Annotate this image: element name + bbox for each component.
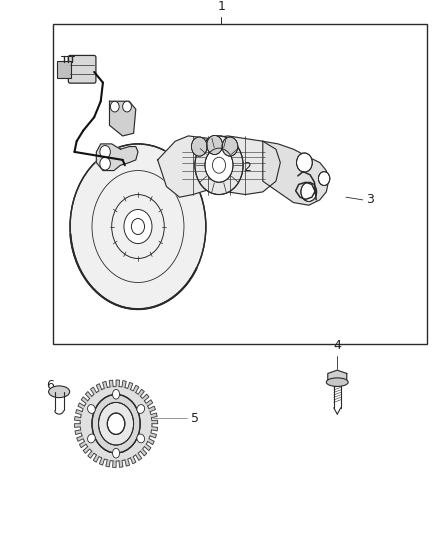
Polygon shape (150, 430, 156, 438)
Circle shape (92, 394, 140, 453)
Polygon shape (263, 141, 328, 205)
Ellipse shape (326, 378, 348, 386)
Circle shape (70, 144, 206, 309)
Polygon shape (158, 136, 280, 197)
Polygon shape (131, 455, 136, 464)
FancyBboxPatch shape (53, 24, 427, 344)
Polygon shape (136, 389, 144, 396)
Polygon shape (125, 382, 133, 390)
Ellipse shape (113, 390, 120, 399)
Circle shape (191, 137, 207, 156)
Polygon shape (152, 424, 158, 431)
Circle shape (99, 402, 134, 445)
FancyBboxPatch shape (57, 61, 71, 78)
Polygon shape (145, 441, 151, 450)
Polygon shape (102, 382, 107, 390)
Text: 1: 1 (217, 1, 225, 13)
Text: 4: 4 (333, 339, 341, 352)
Polygon shape (74, 417, 81, 424)
Polygon shape (119, 460, 125, 467)
Circle shape (318, 172, 330, 185)
Polygon shape (85, 392, 92, 401)
Polygon shape (96, 144, 138, 171)
Polygon shape (125, 458, 131, 466)
FancyBboxPatch shape (68, 55, 96, 83)
Polygon shape (110, 101, 136, 136)
Polygon shape (93, 455, 102, 462)
Polygon shape (78, 403, 85, 411)
Ellipse shape (113, 448, 120, 458)
Polygon shape (141, 447, 147, 456)
Circle shape (124, 209, 152, 244)
Polygon shape (152, 417, 158, 424)
Circle shape (100, 157, 110, 170)
Circle shape (205, 148, 233, 182)
Polygon shape (88, 451, 96, 458)
Text: 5: 5 (191, 412, 198, 425)
Polygon shape (99, 458, 107, 465)
Polygon shape (83, 447, 92, 454)
Polygon shape (328, 370, 347, 384)
Polygon shape (96, 384, 102, 392)
Ellipse shape (137, 434, 145, 443)
Text: 6: 6 (46, 379, 54, 392)
Circle shape (107, 413, 125, 434)
Circle shape (110, 101, 119, 112)
Polygon shape (79, 441, 88, 448)
Polygon shape (77, 436, 85, 441)
Polygon shape (113, 380, 120, 386)
Circle shape (100, 146, 110, 158)
Text: 3: 3 (366, 193, 374, 206)
Polygon shape (150, 411, 157, 417)
Circle shape (297, 153, 312, 172)
Circle shape (207, 135, 223, 155)
Circle shape (123, 101, 131, 112)
Polygon shape (145, 400, 153, 406)
Polygon shape (76, 409, 82, 417)
Polygon shape (131, 385, 139, 392)
Text: 2: 2 (243, 161, 251, 174)
Polygon shape (141, 394, 149, 401)
Polygon shape (81, 397, 88, 406)
Polygon shape (148, 436, 154, 445)
Ellipse shape (80, 386, 152, 461)
Polygon shape (75, 430, 82, 436)
FancyBboxPatch shape (55, 27, 425, 341)
Polygon shape (91, 387, 96, 396)
Polygon shape (119, 381, 126, 387)
Ellipse shape (49, 386, 70, 398)
Circle shape (222, 137, 238, 156)
Polygon shape (107, 380, 113, 387)
Polygon shape (136, 451, 141, 461)
Ellipse shape (88, 405, 95, 414)
Ellipse shape (137, 405, 145, 414)
Circle shape (195, 136, 243, 195)
Polygon shape (148, 406, 155, 411)
Polygon shape (113, 461, 119, 467)
Circle shape (301, 182, 317, 201)
Ellipse shape (88, 434, 95, 443)
Polygon shape (106, 460, 113, 467)
Polygon shape (74, 424, 81, 430)
